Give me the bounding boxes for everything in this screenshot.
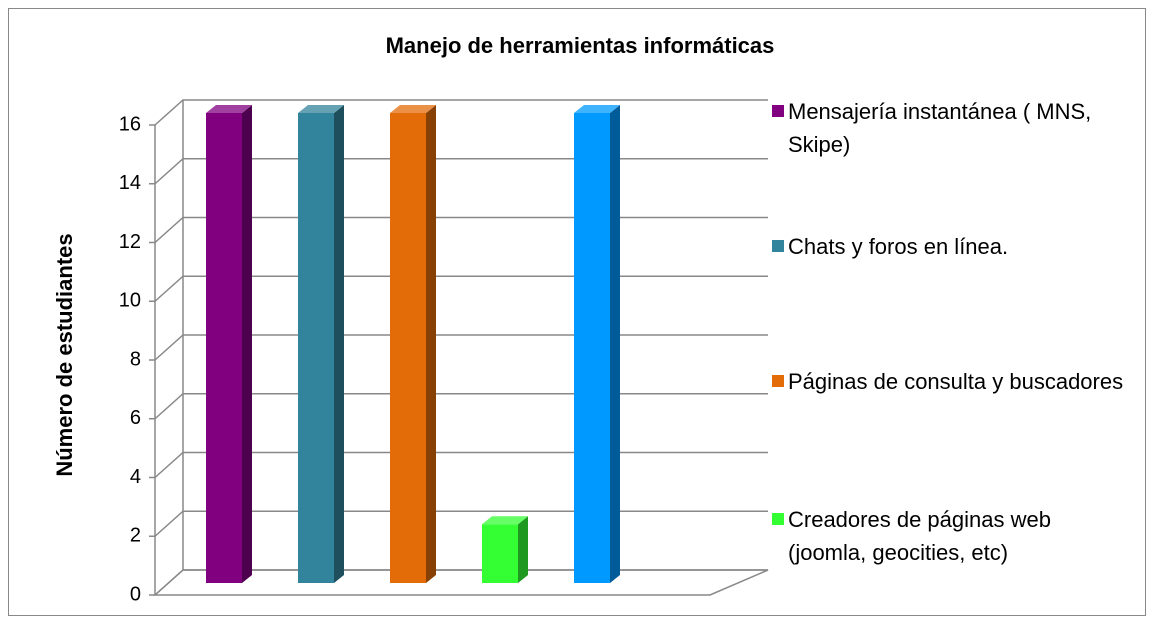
y-axis-label: Número de estudiantes: [52, 233, 77, 476]
legend-label: Chats y foros en línea.: [788, 234, 1009, 259]
y-tick-label: 10: [119, 290, 141, 312]
legend-label: Creadores de páginas web (joomla, geocit…: [788, 507, 1051, 565]
y-tick-label: 16: [119, 113, 141, 135]
bar-side: [518, 516, 528, 583]
bar-top: [574, 105, 620, 113]
bar-side: [334, 105, 344, 583]
bar-front: [298, 113, 334, 583]
bar-front: [390, 113, 426, 583]
bar: [574, 105, 620, 583]
bar: [298, 105, 344, 583]
bar-front: [482, 524, 518, 583]
legend-label: Mensajería instantánea ( MNS, Skipe): [788, 99, 1092, 157]
legend-item: Chats y foros en línea.: [772, 230, 1132, 263]
bar-top: [482, 516, 528, 525]
legend-item: Páginas de consulta y buscadores: [772, 365, 1132, 398]
bar-front: [574, 113, 610, 583]
bar: [390, 105, 436, 583]
chart-title: Manejo de herramientas informáticas: [386, 33, 775, 58]
bar-front: [206, 113, 242, 583]
legend-swatch: [772, 105, 784, 117]
y-tick-label: 8: [130, 348, 141, 370]
bar: [206, 105, 252, 583]
bar-top: [390, 105, 436, 113]
legend-label: Páginas de consulta y buscadores: [788, 369, 1124, 394]
floor: [153, 569, 769, 596]
legend-item: Creadores de páginas web (joomla, geocit…: [772, 503, 1132, 569]
legend-item: Mensajería instantánea ( MNS, Skipe): [772, 95, 1132, 161]
y-tick-label: 12: [119, 231, 141, 253]
y-tick-label: 6: [130, 407, 141, 429]
y-tick-label: 2: [130, 525, 141, 547]
legend-swatch: [772, 240, 784, 252]
bar-side: [610, 105, 620, 583]
legend-swatch: [772, 513, 784, 525]
y-tick-label: 4: [130, 466, 141, 488]
bar-top: [206, 105, 252, 113]
legend-swatch: [772, 375, 784, 387]
y-tick-label: 0: [130, 583, 141, 605]
bar-side: [426, 105, 436, 583]
bar-top: [298, 105, 344, 113]
bar: [482, 516, 528, 583]
bar-side: [242, 105, 252, 583]
y-tick-label: 14: [119, 172, 141, 194]
